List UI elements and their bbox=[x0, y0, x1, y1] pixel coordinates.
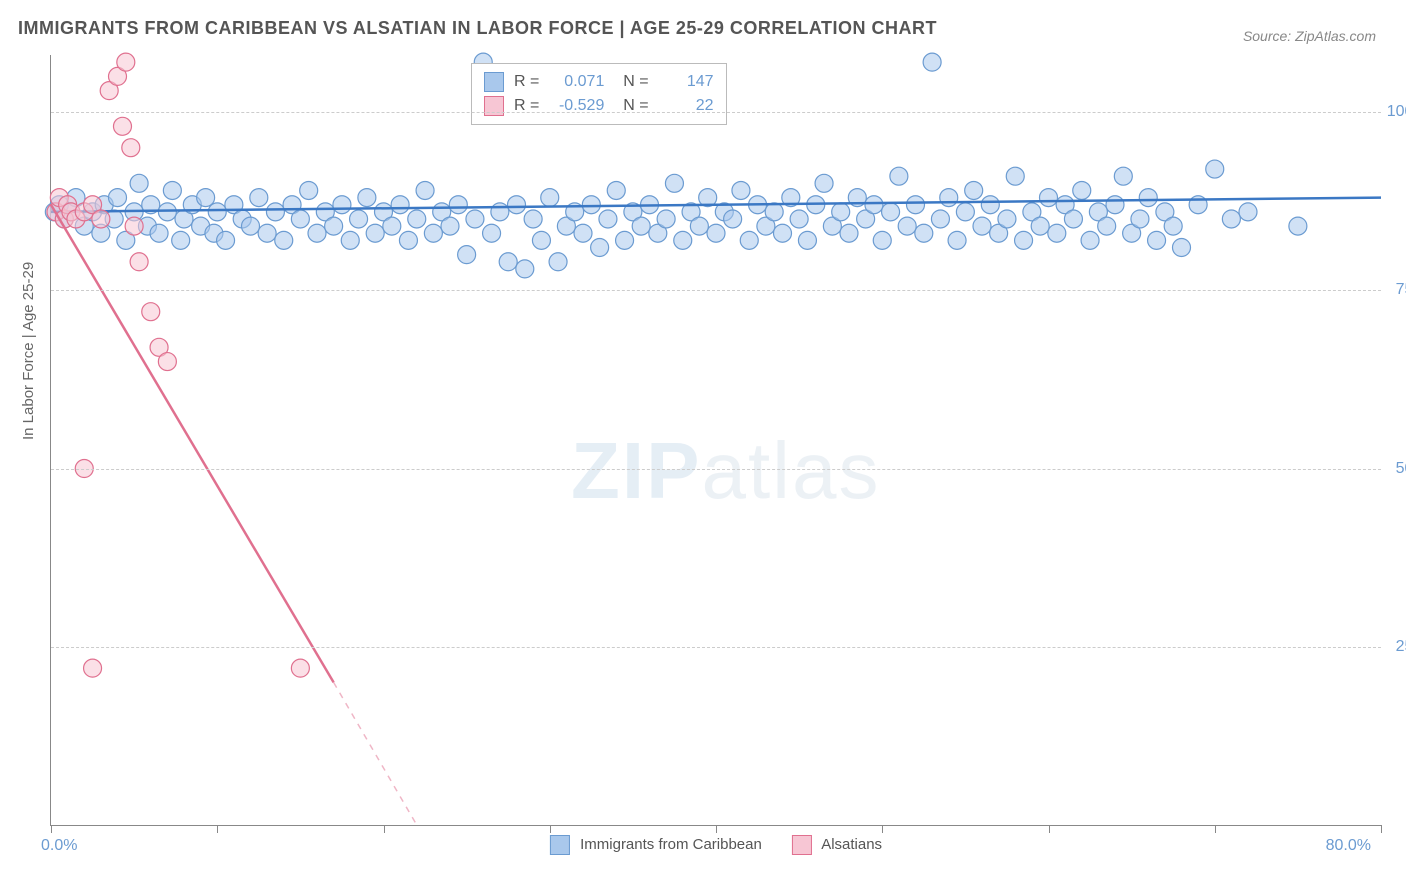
x-min-label: 0.0% bbox=[41, 837, 77, 855]
y-tick-label: 25.0% bbox=[1396, 638, 1406, 656]
n-value-caribbean: 147 bbox=[659, 73, 714, 91]
scatter-svg bbox=[51, 55, 1381, 825]
stats-legend-box: R = 0.071 N = 147 R = -0.529 N = 22 bbox=[471, 63, 727, 125]
source-label: Source: ZipAtlas.com bbox=[1243, 28, 1376, 44]
legend-swatch-alsatians bbox=[792, 835, 812, 855]
swatch-caribbean bbox=[484, 72, 504, 92]
x-max-label: 80.0% bbox=[1326, 837, 1371, 855]
y-tick-label: 100.0% bbox=[1387, 103, 1406, 121]
legend-bottom: Immigrants from Caribbean Alsatians bbox=[550, 835, 882, 855]
stats-row-alsatians: R = -0.529 N = 22 bbox=[484, 94, 714, 118]
legend-item-caribbean: Immigrants from Caribbean bbox=[550, 835, 762, 855]
legend-swatch-caribbean bbox=[550, 835, 570, 855]
chart-plot-area: ZIPatlas R = 0.071 N = 147 R = -0.529 N … bbox=[50, 55, 1381, 826]
chart-title: IMMIGRANTS FROM CARIBBEAN VS ALSATIAN IN… bbox=[18, 18, 937, 39]
legend-item-alsatians: Alsatians bbox=[792, 835, 882, 855]
n-label: N = bbox=[614, 73, 648, 91]
y-tick-label: 75.0% bbox=[1396, 281, 1406, 299]
r-value-caribbean: 0.071 bbox=[549, 73, 604, 91]
y-tick-label: 50.0% bbox=[1396, 460, 1406, 478]
stats-row-caribbean: R = 0.071 N = 147 bbox=[484, 70, 714, 94]
y-axis-title: In Labor Force | Age 25-29 bbox=[20, 262, 37, 440]
legend-label-caribbean: Immigrants from Caribbean bbox=[580, 836, 762, 853]
legend-label-alsatians: Alsatians bbox=[821, 836, 882, 853]
r-label: R = bbox=[514, 73, 539, 91]
